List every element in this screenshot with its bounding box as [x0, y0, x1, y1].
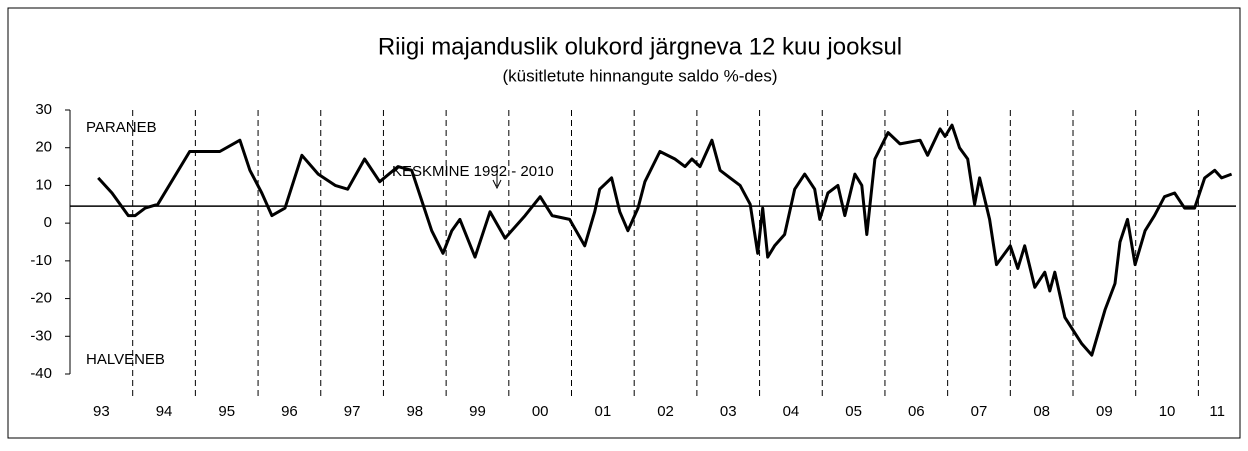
chart-title: Riigi majanduslik olukord järgneva 12 ku…: [378, 33, 902, 60]
y-tick-label: 10: [35, 176, 52, 193]
x-tick-label: 00: [532, 403, 549, 420]
x-tick-label: 07: [971, 403, 988, 420]
x-tick-label: 11: [1209, 403, 1225, 420]
x-tick-label: 99: [469, 403, 486, 420]
x-tick-label: 03: [720, 403, 737, 420]
y-tick-label: -20: [30, 290, 52, 307]
arrow-head: [492, 179, 502, 190]
x-tick-label: 05: [845, 403, 862, 420]
x-tick-label: 02: [657, 403, 674, 420]
y-tick-label: 20: [35, 139, 52, 156]
annotation: HALVENEB: [86, 351, 165, 368]
x-tick-label: 97: [344, 403, 361, 420]
x-tick-label: 01: [595, 403, 612, 420]
x-tick-label: 04: [783, 403, 800, 420]
y-tick-label: 30: [35, 101, 52, 118]
annotation: KESKMINE 1992 - 2010: [392, 163, 554, 180]
x-tick-label: 10: [1159, 403, 1176, 420]
y-tick-label: 0: [44, 214, 52, 231]
x-tick-label: 93: [93, 403, 110, 420]
y-tick-label: -40: [30, 365, 52, 382]
x-tick-label: 95: [218, 403, 235, 420]
x-tick-label: 08: [1033, 403, 1050, 420]
x-tick-label: 09: [1096, 403, 1113, 420]
x-tick-label: 94: [156, 403, 173, 420]
y-tick-label: -30: [30, 327, 52, 344]
annotation: PARANEB: [86, 119, 157, 136]
y-tick-label: -10: [30, 252, 52, 269]
data-line: [97, 123, 1233, 357]
x-tick-label: 98: [406, 403, 423, 420]
chart-subtitle: (küsitletute hinnangute saldo %-des): [503, 66, 778, 85]
x-tick-label: 06: [908, 403, 925, 420]
x-tick-label: 96: [281, 403, 298, 420]
